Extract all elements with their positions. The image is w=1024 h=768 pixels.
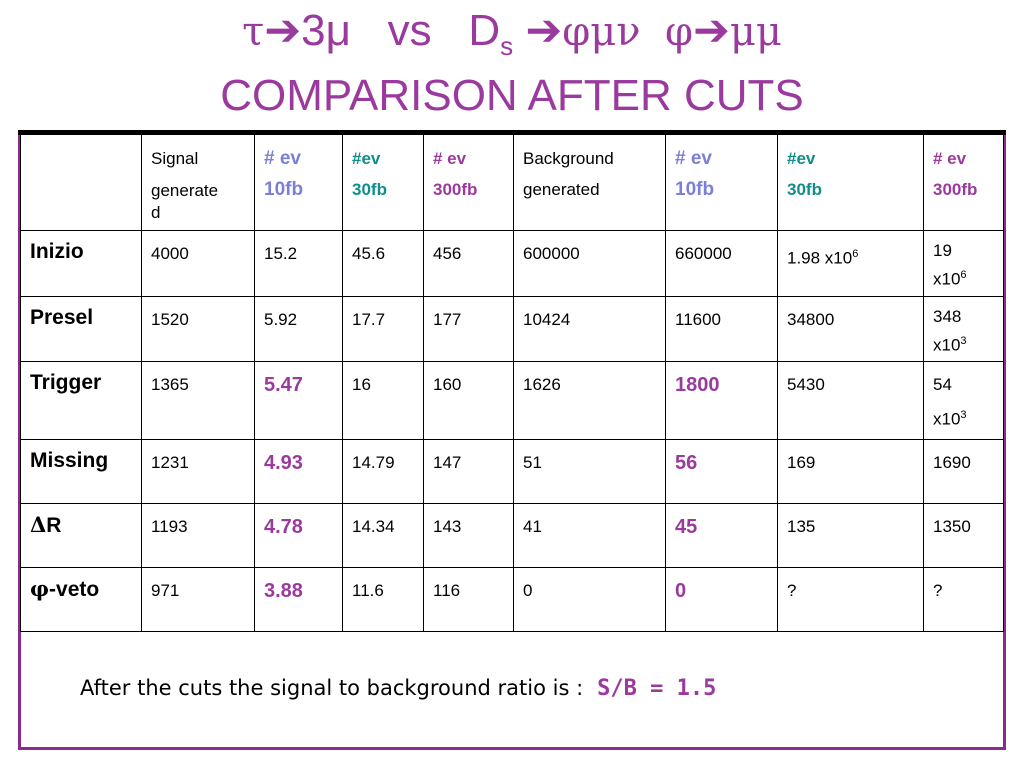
cell-signal-30fb: 45.6 bbox=[342, 230, 424, 297]
cell-signal-300fb: 456 bbox=[423, 230, 514, 297]
cell-signal-generated: 1231 bbox=[141, 438, 255, 504]
table-row: Trigger 1365 5.47 16 160 1626 1800 5430 … bbox=[20, 361, 1004, 440]
cell-background-30fb: 169 bbox=[777, 438, 924, 504]
cell-signal-10fb: 5.92 bbox=[254, 295, 343, 363]
header-background-ev-300fb: # ev 300fb bbox=[923, 134, 1004, 231]
title-line-1: τ➔3μ vs Ds ➔φμν φ➔μμ bbox=[0, 6, 1024, 71]
header-signal-ev-300fb: # ev 300fb bbox=[423, 134, 514, 231]
cell-background-generated: 1626 bbox=[513, 361, 666, 440]
cell-background-300fb: 54 x103 bbox=[923, 361, 1004, 440]
cell-background-30fb: 34800 bbox=[777, 295, 924, 363]
cell-signal-300fb: 116 bbox=[423, 566, 514, 632]
table-header-row: Signal generate d # ev 10fb #ev 30fb # ev 300… bbox=[20, 134, 1004, 231]
cell-signal-10fb: 15.2 bbox=[254, 230, 343, 297]
cell-signal-10fb: 4.93 bbox=[254, 438, 343, 504]
slide-title: τ➔3μ vs Ds ➔φμν φ➔μμ COMPARISON AFTER CU… bbox=[0, 6, 1024, 121]
cell-signal-generated: 971 bbox=[141, 566, 255, 632]
phi-symbol: φ bbox=[30, 575, 50, 601]
cell-background-300fb: 19 x106 bbox=[923, 230, 1004, 297]
cell-signal-10fb: 4.78 bbox=[254, 502, 343, 568]
header-background-ev-10fb: # ev 10fb bbox=[665, 134, 778, 231]
header-background-ev-30fb: #ev 30fb bbox=[777, 134, 924, 231]
row-label-inizio: Inizio bbox=[20, 230, 142, 297]
table-row: ΔR 1193 4.78 14.34 143 41 45 135 1350 bbox=[20, 502, 1004, 568]
cell-background-10fb: 45 bbox=[665, 502, 778, 568]
cell-background-30fb: ? bbox=[777, 566, 924, 632]
cell-background-generated: 41 bbox=[513, 502, 666, 568]
cell-background-generated: 10424 bbox=[513, 295, 666, 363]
row-label-phi-veto: φ-veto bbox=[20, 566, 142, 632]
arrow-icon: ➔ bbox=[693, 6, 730, 55]
cell-background-300fb: ? bbox=[923, 566, 1004, 632]
cell-signal-10fb: 5.47 bbox=[254, 361, 343, 440]
three-mu-text: 3μ bbox=[301, 6, 351, 55]
cell-background-10fb: 660000 bbox=[665, 230, 778, 297]
table-row: Presel 1520 5.92 17.7 177 10424 11600 34… bbox=[20, 295, 1004, 363]
cell-signal-300fb: 143 bbox=[423, 502, 514, 568]
cell-signal-30fb: 11.6 bbox=[342, 566, 424, 632]
header-background-generated: Background generated bbox=[513, 134, 666, 231]
vs-text: vs bbox=[387, 6, 432, 55]
cell-background-10fb: 11600 bbox=[665, 295, 778, 363]
row-label-presel: Presel bbox=[20, 295, 142, 363]
header-empty-cell bbox=[20, 134, 142, 231]
cell-signal-30fb: 14.34 bbox=[342, 502, 424, 568]
cell-background-30fb: 5430 bbox=[777, 361, 924, 440]
summary-sentence: After the cuts the signal to background … bbox=[80, 676, 584, 700]
cell-background-generated: 0 bbox=[513, 566, 666, 632]
mu-mu-text: μμ bbox=[729, 9, 782, 55]
cell-signal-30fb: 16 bbox=[342, 361, 424, 440]
cell-background-300fb: 348 x103 bbox=[923, 295, 1004, 363]
table-row: Missing 1231 4.93 14.79 147 51 56 169 16… bbox=[20, 438, 1004, 504]
cell-signal-300fb: 160 bbox=[423, 361, 514, 440]
table-row: φ-veto 971 3.88 11.6 116 0 0 ? ? bbox=[20, 566, 1004, 632]
phi-symbol: φ bbox=[665, 9, 694, 55]
frame-top-border bbox=[18, 130, 1006, 135]
cell-background-generated: 600000 bbox=[513, 230, 666, 297]
cell-signal-generated: 1520 bbox=[141, 295, 255, 363]
cell-background-30fb: 1.98 x106 bbox=[777, 230, 924, 297]
cell-signal-10fb: 3.88 bbox=[254, 566, 343, 632]
ds-text: Ds bbox=[468, 6, 514, 61]
cell-signal-30fb: 14.79 bbox=[342, 438, 424, 504]
cell-background-generated: 51 bbox=[513, 438, 666, 504]
cut-comparison-table: Signal generate d # ev 10fb #ev 30fb # ev 300… bbox=[20, 134, 1004, 632]
row-label-delta-r: ΔR bbox=[20, 502, 142, 568]
arrow-icon: ➔ bbox=[525, 6, 563, 55]
cell-background-300fb: 1690 bbox=[923, 438, 1004, 504]
delta-symbol: Δ bbox=[30, 511, 47, 537]
row-label-trigger: Trigger bbox=[20, 361, 142, 440]
cell-background-10fb: 1800 bbox=[665, 361, 778, 440]
title-line-2: COMPARISON AFTER CUTS bbox=[220, 71, 804, 120]
header-signal-ev-30fb: #ev 30fb bbox=[342, 134, 424, 231]
row-label-missing: Missing bbox=[20, 438, 142, 504]
tau-symbol: τ bbox=[242, 9, 265, 55]
signal-background-ratio: S/B = 1.5 bbox=[597, 676, 717, 701]
cell-signal-30fb: 17.7 bbox=[342, 295, 424, 363]
cell-background-300fb: 1350 bbox=[923, 502, 1004, 568]
header-signal-generated: Signal generate d bbox=[141, 134, 255, 231]
cell-signal-generated: 1193 bbox=[141, 502, 255, 568]
cell-signal-300fb: 177 bbox=[423, 295, 514, 363]
cell-signal-generated: 1365 bbox=[141, 361, 255, 440]
summary-text: After the cuts the signal to background … bbox=[80, 676, 716, 701]
arrow-icon: ➔ bbox=[264, 6, 302, 55]
table-row: Inizio 4000 15.2 45.6 456 600000 660000 … bbox=[20, 230, 1004, 297]
cell-signal-generated: 4000 bbox=[141, 230, 255, 297]
cell-background-10fb: 0 bbox=[665, 566, 778, 632]
phi-mu-nu-text: φμν bbox=[562, 9, 641, 55]
cell-signal-300fb: 147 bbox=[423, 438, 514, 504]
header-signal-ev-10fb: # ev 10fb bbox=[254, 134, 343, 231]
cell-background-30fb: 135 bbox=[777, 502, 924, 568]
cell-background-10fb: 56 bbox=[665, 438, 778, 504]
